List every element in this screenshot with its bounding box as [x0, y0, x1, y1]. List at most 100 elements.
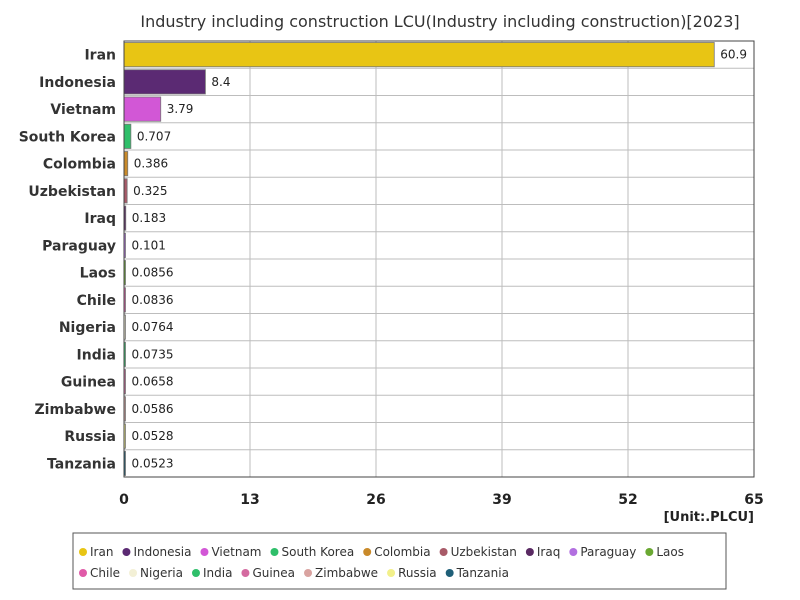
bar-vietnam — [123, 96, 162, 122]
legend-marker — [645, 548, 654, 556]
legend-label: Iran — [90, 545, 113, 559]
legend-label: Chile — [90, 566, 120, 580]
value-label: 0.0523 — [132, 456, 174, 470]
value-label: 0.0735 — [132, 347, 174, 361]
value-label-bg — [717, 44, 754, 66]
legend-marker — [304, 569, 313, 577]
legend-label: Zimbabwe — [315, 566, 378, 580]
legend — [72, 532, 727, 590]
bar-iran — [123, 42, 715, 68]
legend-label: Colombia — [374, 545, 430, 559]
grid — [123, 41, 755, 477]
value-label-bg — [208, 71, 238, 93]
category-label: Vietnam — [50, 102, 116, 118]
unit-label: [Unit:.PLCU] — [664, 510, 754, 525]
value-label-bg — [128, 316, 179, 338]
value-label-bg — [128, 425, 179, 447]
value-label: 0.101 — [132, 238, 166, 252]
value-label-bg — [130, 180, 174, 202]
legend-label: Uzbekistan — [451, 545, 517, 559]
legend-label: India — [203, 566, 232, 580]
value-label-bg — [128, 343, 179, 365]
value-labels: 60.9 8.4 3.79 0.707 0.386 0.325 0.183 0.101 0.08… — [128, 44, 754, 474]
value-label: 0.0586 — [132, 402, 174, 416]
value-label: 0.0658 — [132, 375, 174, 389]
x-tick-label: 26 — [366, 492, 385, 508]
legend-items: Iran Indonesia Vietnam South Korea Colombia U… — [79, 545, 684, 580]
value-label-bg — [128, 262, 179, 284]
bars — [123, 42, 715, 476]
bar-south-korea — [123, 123, 132, 149]
value-label: 3.79 — [167, 102, 194, 116]
legend-marker — [129, 569, 138, 577]
value-label-bg — [128, 371, 179, 393]
value-label: 0.0836 — [132, 293, 174, 307]
x-tick-label: 39 — [492, 492, 511, 508]
category-label: South Korea — [19, 129, 116, 145]
category-label: Tanzania — [47, 456, 116, 472]
category-label: Iraq — [84, 211, 116, 227]
legend-label: Vietnam — [211, 545, 261, 559]
category-label: Zimbabwe — [35, 402, 116, 418]
category-label: Paraguay — [42, 238, 116, 254]
category-label: Russia — [64, 429, 116, 445]
value-label-bg — [128, 234, 172, 256]
legend-marker — [439, 548, 448, 556]
value-label: 0.183 — [132, 211, 166, 225]
legend-marker — [122, 548, 131, 556]
value-label-bg — [133, 125, 177, 147]
legend-marker — [525, 548, 534, 556]
legend-label: Indonesia — [133, 545, 191, 559]
legend-label: Guinea — [252, 566, 295, 580]
legend-marker — [200, 548, 209, 556]
x-tick-label: 0 — [119, 492, 129, 508]
x-tick-label: 52 — [618, 492, 637, 508]
value-label: 0.386 — [134, 157, 168, 171]
bar-colombia — [123, 151, 129, 177]
legend-label: Paraguay — [580, 545, 636, 559]
value-label: 0.0528 — [132, 429, 174, 443]
category-label: Iran — [84, 48, 116, 64]
legend-marker — [241, 569, 250, 577]
legend-marker — [270, 548, 279, 556]
category-label: Colombia — [43, 157, 116, 173]
value-label: 0.0856 — [132, 266, 174, 280]
category-label: Indonesia — [39, 75, 116, 91]
value-label-bg — [128, 207, 172, 229]
plot-frame — [123, 40, 755, 478]
bar-indonesia — [123, 69, 206, 95]
category-label: India — [77, 347, 116, 363]
legend-marker — [387, 569, 396, 577]
legend-label: Tanzania — [456, 566, 509, 580]
x-tick-label: 13 — [240, 492, 259, 508]
legend-marker — [191, 569, 200, 577]
legend-label: South Korea — [281, 545, 354, 559]
category-label: Laos — [80, 266, 116, 282]
legend-marker — [79, 548, 87, 556]
value-label: 0.0764 — [132, 320, 174, 334]
value-label-bg — [130, 153, 174, 175]
value-label-bg — [128, 398, 179, 420]
category-label: Uzbekistan — [28, 184, 116, 200]
category-label: Chile — [77, 293, 116, 309]
legend-marker — [79, 569, 87, 577]
value-label-bg — [128, 289, 179, 311]
value-label: 60.9 — [720, 48, 747, 62]
legend-label: Russia — [398, 566, 437, 580]
chart-title: Industry including construction LCU(Indu… — [140, 12, 739, 31]
x-axis-ticks: 0 13 26 39 52 65 — [119, 492, 764, 508]
legend-marker — [569, 548, 578, 556]
value-label-bg — [128, 452, 179, 474]
legend-marker — [363, 548, 372, 556]
category-labels: Iran Indonesia Vietnam South Korea Colombia U… — [19, 48, 116, 473]
value-label: 0.325 — [133, 184, 167, 198]
legend-label: Laos — [656, 545, 684, 559]
value-label-bg — [163, 98, 200, 120]
category-label: Guinea — [61, 375, 116, 391]
category-label: Nigeria — [59, 320, 116, 336]
value-label: 0.707 — [137, 129, 171, 143]
legend-label: Nigeria — [140, 566, 183, 580]
x-tick-label: 65 — [744, 492, 763, 508]
legend-label: Iraq — [537, 545, 560, 559]
